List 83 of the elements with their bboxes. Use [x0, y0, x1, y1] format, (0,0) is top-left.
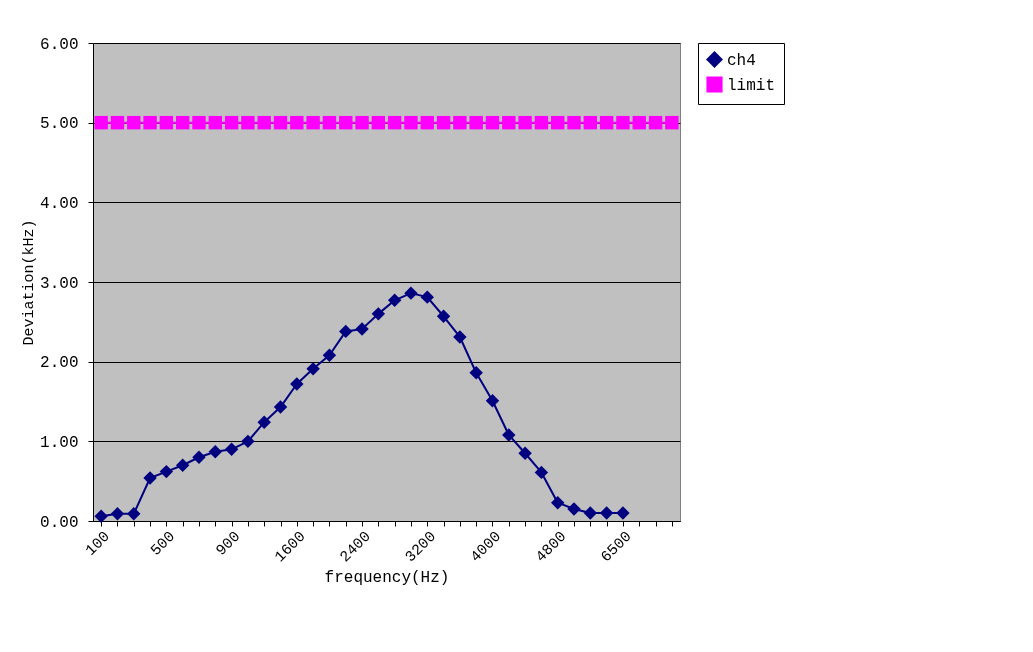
point	[469, 366, 483, 380]
point	[567, 502, 581, 516]
point	[208, 444, 222, 459]
point	[534, 115, 549, 130]
point	[518, 446, 532, 460]
point	[192, 450, 206, 464]
point	[257, 415, 271, 429]
point	[665, 115, 679, 130]
point	[94, 509, 108, 523]
point	[436, 309, 451, 323]
point	[371, 307, 386, 321]
point	[273, 115, 288, 130]
legend-label: ch4	[727, 51, 756, 70]
y-tick-label: 1.00	[40, 433, 79, 452]
point	[583, 115, 598, 130]
y-tick-label: 6.00	[40, 35, 79, 54]
point	[387, 115, 402, 130]
point	[616, 115, 630, 130]
point	[632, 115, 646, 130]
point	[241, 115, 255, 130]
point	[273, 400, 288, 414]
point	[567, 115, 581, 130]
point	[518, 115, 532, 130]
point	[648, 115, 663, 130]
y-tick-label: 0.00	[40, 513, 79, 532]
point	[485, 115, 500, 130]
point	[355, 115, 369, 130]
point	[241, 434, 255, 449]
point	[420, 115, 434, 130]
point	[159, 464, 174, 479]
point	[322, 115, 337, 130]
point	[420, 290, 434, 304]
point	[453, 330, 467, 344]
point	[599, 115, 614, 130]
y-axis-title: Deviation(kHz)	[21, 219, 39, 346]
point	[485, 394, 500, 408]
point	[306, 362, 320, 376]
legend-label: limit	[727, 76, 776, 95]
x-axis-title: frequency(Hz)	[324, 568, 450, 587]
point	[339, 324, 353, 339]
point	[404, 115, 418, 130]
point	[224, 442, 239, 457]
x-tick-label: 900	[212, 528, 245, 560]
point	[192, 115, 206, 130]
point	[453, 115, 467, 130]
point	[159, 115, 174, 130]
point	[290, 377, 304, 391]
point	[502, 428, 516, 442]
x-tick-label: 500	[147, 528, 179, 560]
point	[175, 115, 190, 130]
point	[94, 115, 108, 130]
point	[355, 322, 369, 336]
point	[175, 458, 190, 472]
point	[290, 115, 304, 130]
point	[143, 471, 157, 485]
point	[110, 507, 125, 521]
point	[551, 495, 565, 510]
point	[616, 506, 630, 520]
y-tick-label: 3.00	[40, 274, 79, 293]
y-tick-label: 5.00	[40, 115, 79, 134]
point	[502, 115, 516, 130]
point	[469, 115, 483, 130]
point	[127, 507, 141, 521]
x-tick-label: 100	[82, 528, 114, 560]
y-tick-label: 4.00	[40, 194, 79, 213]
point	[306, 115, 320, 130]
point	[339, 115, 353, 130]
point	[599, 506, 614, 520]
point	[322, 348, 337, 362]
point	[436, 115, 451, 130]
point	[371, 115, 386, 130]
point	[583, 506, 598, 520]
point	[127, 115, 141, 130]
point	[257, 115, 271, 130]
point	[224, 115, 239, 130]
point	[143, 115, 157, 130]
point	[387, 293, 402, 308]
y-tick-label: 2.00	[40, 354, 79, 373]
point	[404, 286, 418, 300]
point	[110, 115, 125, 130]
point	[534, 465, 549, 480]
point	[208, 115, 222, 130]
point	[551, 115, 565, 130]
